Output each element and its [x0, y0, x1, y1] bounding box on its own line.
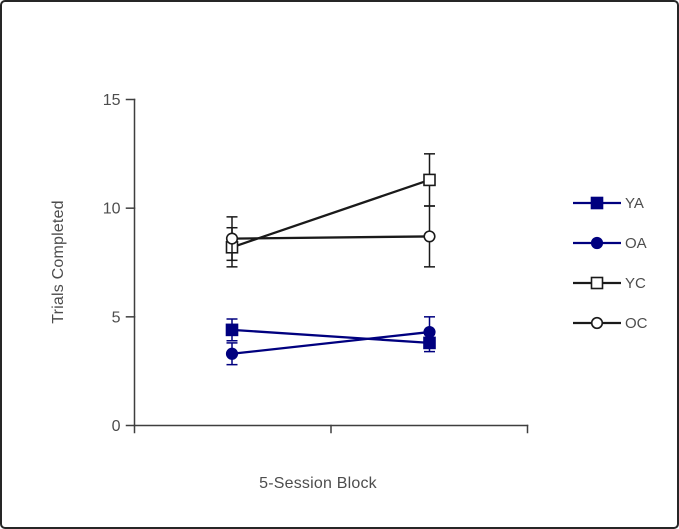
open-square-marker [423, 173, 436, 187]
legend: YA OA YC OC [573, 193, 648, 333]
legend-item-oc: OC [573, 313, 648, 333]
x-axis-title: 5-Session Block [259, 475, 377, 492]
y-tick-labels: 0 5 10 15 [103, 92, 121, 435]
legend-marker-yc-icon [573, 276, 621, 290]
series-yc [225, 153, 436, 268]
series-oc [225, 205, 436, 268]
open-circle-marker [590, 316, 604, 330]
y-tick-label: 15 [103, 92, 121, 109]
series-oa [225, 316, 436, 366]
y-tick-label: 10 [103, 201, 121, 218]
axes [125, 98, 529, 434]
series-line [231, 178, 430, 249]
filled-circle-marker [225, 347, 239, 360]
y-tick-label: 5 [112, 309, 121, 326]
series-line [231, 235, 430, 240]
legend-label-yc: YC [625, 274, 646, 292]
legend-label-oa: OA [625, 234, 647, 252]
filled-square-marker [590, 196, 604, 210]
y-tick-label: 0 [112, 418, 121, 435]
legend-marker-ya-icon [573, 196, 621, 210]
legend-item-oa: OA [573, 233, 648, 253]
y-axis-title: Trials Completed [50, 200, 67, 324]
legend-marker-oc-icon [573, 316, 621, 330]
open-square-marker [590, 276, 604, 290]
legend-marker-oa-icon [573, 236, 621, 250]
filled-square-marker [225, 323, 239, 337]
series-line [231, 330, 430, 355]
open-circle-marker [423, 230, 436, 243]
legend-item-ya: YA [573, 193, 648, 213]
filled-circle-marker [590, 236, 604, 250]
legend-item-yc: YC [573, 273, 648, 293]
legend-label-oc: OC [625, 314, 648, 332]
open-circle-marker [225, 232, 239, 245]
filled-circle-marker [423, 325, 436, 339]
series-line [231, 328, 430, 345]
legend-label-ya: YA [625, 194, 644, 212]
